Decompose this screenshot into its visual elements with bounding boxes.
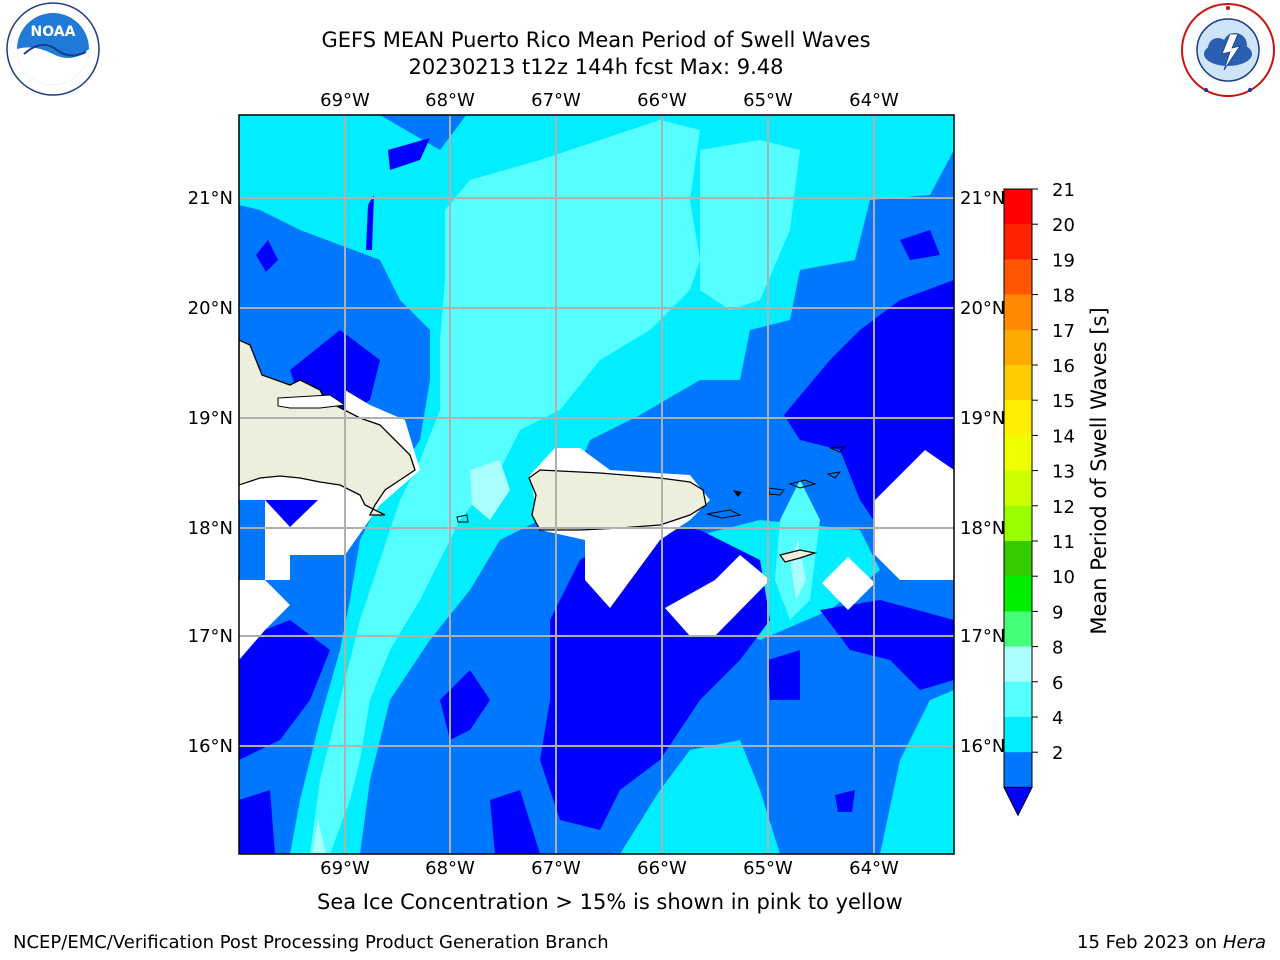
colorbar-bin [1004, 259, 1032, 296]
colorbar-bin [1004, 505, 1032, 542]
colorbar-tick-label: 16 [1052, 356, 1075, 377]
colorbar-tick-label: 14 [1052, 426, 1075, 447]
colorbar-bin [1004, 717, 1032, 753]
contour-6-8 [310, 120, 700, 854]
colorbar-tick-label: 6 [1052, 673, 1063, 694]
lon-label: 65°W [743, 90, 793, 111]
lat-labels-left: 21°N 20°N 19°N 18°N 17°N 16°N [188, 188, 233, 757]
lat-label: 16°N [188, 736, 233, 757]
lat-label: 21°N [960, 188, 1005, 209]
footer-date: 15 Feb 2023 on Hera [1077, 932, 1266, 953]
colorbar-tick-label: 8 [1052, 638, 1063, 659]
lon-label: 67°W [531, 90, 581, 111]
colorbar-bin [1004, 541, 1032, 577]
lon-labels-top: 69°W 68°W 67°W 66°W 65°W 64°W [320, 90, 899, 111]
colorbar-bin [1004, 294, 1032, 331]
colorbar-bin [1004, 752, 1032, 788]
colorbar-extend-arrow [1003, 786, 1033, 817]
map-frame [238, 114, 955, 855]
lat-label: 21°N [188, 188, 233, 209]
graticule [239, 115, 954, 854]
nws-logo-icon [1181, 3, 1275, 97]
colorbar-frame [1003, 188, 1033, 788]
lat-label: 17°N [960, 626, 1005, 647]
noaa-logo-text: NOAA [31, 24, 76, 40]
sea-ice-note: Sea Ice Concentration > 15% is shown in … [317, 890, 903, 914]
colorbar-tick-label: 15 [1052, 391, 1075, 412]
chart-title: GEFS MEAN Puerto Rico Mean Period of Swe… [321, 28, 871, 52]
colorbar-tick-label: 12 [1052, 497, 1075, 518]
lat-labels-right: 21°N 20°N 19°N 18°N 17°N 16°N [960, 188, 1005, 757]
lon-label: 67°W [531, 858, 581, 879]
contour-4-6 [239, 115, 954, 854]
lat-label: 18°N [188, 518, 233, 539]
colorbar-tick-label: 4 [1052, 708, 1063, 729]
colorbar-label: Mean Period of Swell Waves [s] [1087, 307, 1111, 634]
colorbar-bin [1004, 646, 1032, 683]
st-croix-land [778, 549, 818, 563]
lat-label: 16°N [960, 736, 1005, 757]
colorbar-bin [1004, 681, 1032, 718]
lon-label: 69°W [320, 90, 370, 111]
lon-label: 66°W [637, 858, 687, 879]
lon-labels-bottom: 69°W 68°W 67°W 66°W 65°W 64°W [320, 858, 899, 879]
colorbar-tick-label: 9 [1052, 602, 1063, 623]
lon-label: 66°W [637, 90, 687, 111]
colorbar: 21 20 19 18 17 16 15 14 13 12 11 10 9 8 6 4 2 [1003, 180, 1075, 817]
noaa-logo-icon: NOAA [6, 2, 100, 96]
colorbar-bin [1004, 576, 1032, 612]
colorbar-bin [1004, 329, 1032, 366]
colorbar-bin [1004, 470, 1032, 507]
footer-host: Hera [1222, 932, 1266, 953]
lat-label: 20°N [188, 298, 233, 319]
colorbar-tick-label: 20 [1052, 215, 1075, 236]
lat-label: 17°N [188, 626, 233, 647]
wave-period-field [239, 115, 954, 854]
chart-subtitle: 20230213 t12z 144h fcst Max: 9.48 [408, 55, 784, 79]
colorbar-bin [1004, 224, 1032, 260]
footer-date-text: 15 Feb 2023 on [1077, 932, 1218, 953]
lon-label: 65°W [743, 858, 793, 879]
colorbar-tick-label: 21 [1052, 180, 1075, 201]
colorbar-bin [1004, 365, 1032, 401]
colorbar-tick-label: 18 [1052, 286, 1075, 307]
lat-label: 20°N [960, 298, 1005, 319]
hispaniola-land [239, 339, 416, 516]
colorbar-tick-label: 13 [1052, 462, 1075, 483]
lon-label: 64°W [849, 90, 899, 111]
colorbar-bin [1004, 189, 1032, 225]
colorbar-tick-label: 10 [1052, 567, 1075, 588]
lat-label: 19°N [188, 408, 233, 429]
colorbar-bin [1004, 400, 1032, 436]
lon-label: 64°W [849, 858, 899, 879]
lon-label: 69°W [320, 858, 370, 879]
lon-label: 68°W [425, 858, 475, 879]
colorbar-bin [1004, 435, 1032, 472]
contour-8-9 [470, 460, 510, 520]
lat-label: 18°N [960, 518, 1005, 539]
colorbar-tick-label: 17 [1052, 321, 1075, 342]
footer-credit: NCEP/EMC/Verification Post Processing Pr… [13, 932, 609, 953]
colorbar-tick-label: 19 [1052, 250, 1075, 271]
lon-label: 68°W [425, 90, 475, 111]
colorbar-bin [1004, 611, 1032, 648]
colorbar-tick-label: 2 [1052, 743, 1063, 764]
colorbar-tick-label: 11 [1052, 532, 1075, 553]
lat-label: 19°N [960, 408, 1005, 429]
